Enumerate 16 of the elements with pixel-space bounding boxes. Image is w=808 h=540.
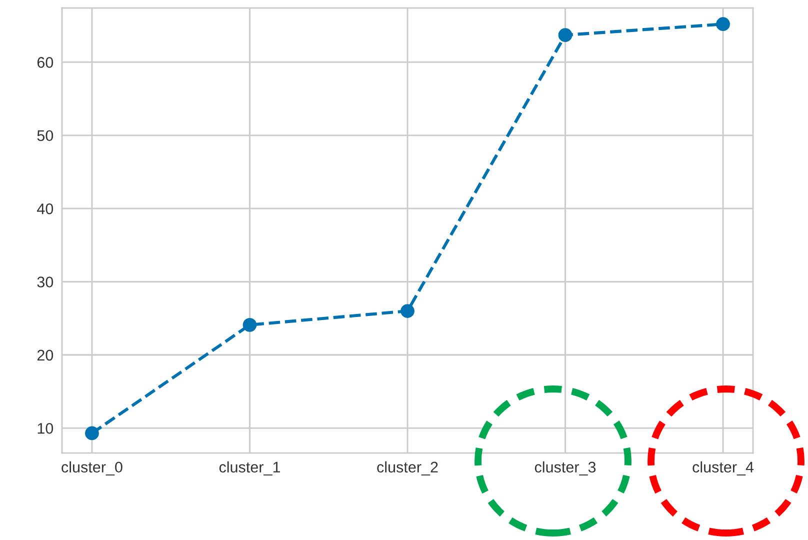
x-tick-label: cluster_1	[219, 461, 280, 476]
x-tick-label: cluster_4	[692, 461, 754, 476]
y-tick-label: 10	[38, 422, 54, 434]
point	[558, 28, 572, 42]
point	[400, 304, 414, 318]
x-tick-label: cluster_2	[377, 461, 438, 476]
y-tick-label: 60	[37, 57, 54, 68]
x-tick-label: cluster_3	[534, 461, 596, 476]
point	[242, 318, 257, 332]
y-tick-label: 40	[37, 203, 54, 214]
point	[716, 17, 730, 32]
y-tick-label: 20	[37, 350, 54, 361]
x-tick-label: cluster_0	[62, 461, 122, 476]
point	[85, 426, 99, 440]
y-tick-label: 50	[37, 130, 54, 142]
y-tick-label: 30	[37, 276, 54, 288]
